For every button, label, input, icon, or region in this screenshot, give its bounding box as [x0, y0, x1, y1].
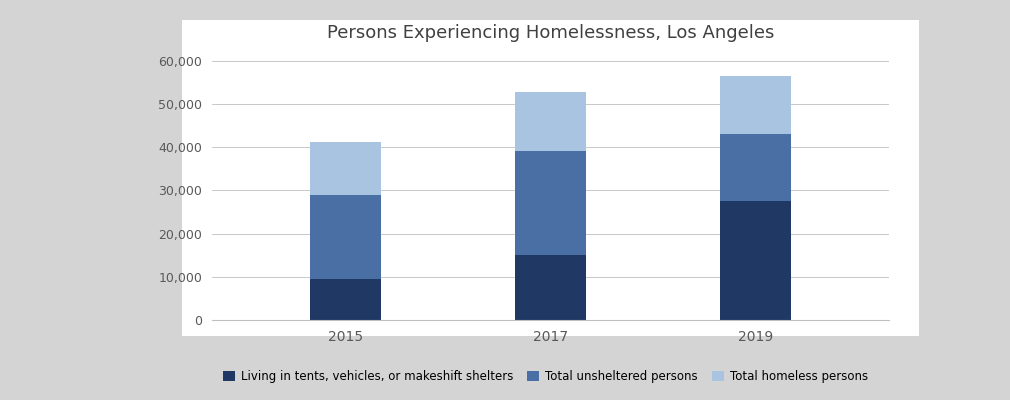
Bar [514, 255, 587, 320]
Title: Persons Experiencing Homelessness, Los Angeles: Persons Experiencing Homelessness, Los A… [327, 24, 774, 42]
Bar [514, 152, 587, 255]
Legend: Living in tents, vehicles, or makeshift shelters, Total unsheltered persons, Tot: Living in tents, vehicles, or makeshift … [218, 366, 873, 388]
Bar [309, 195, 382, 279]
Bar [719, 76, 792, 134]
Bar [719, 201, 792, 320]
Bar [309, 279, 382, 320]
Bar [719, 134, 792, 201]
Bar [514, 92, 587, 152]
Bar [309, 142, 382, 195]
